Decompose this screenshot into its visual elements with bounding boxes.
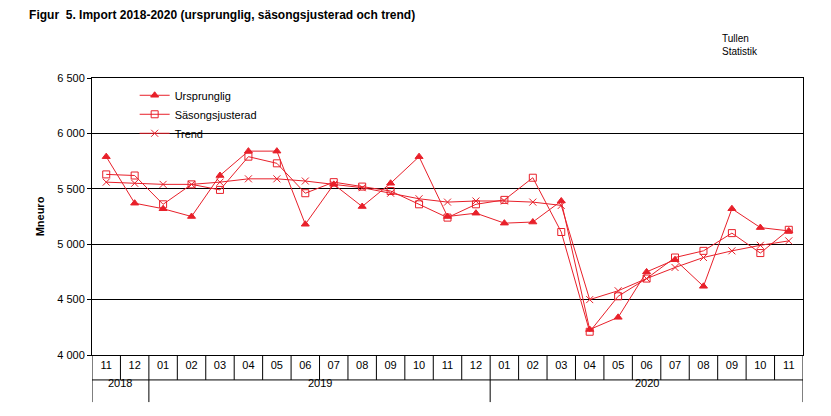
svg-text:05: 05: [271, 359, 283, 371]
svg-text:Figur 5. Import 2018-2020 (ur: Figur 5. Import 2018-2020 (ursprunglig, …: [29, 8, 415, 22]
svg-text:01: 01: [498, 359, 510, 371]
svg-text:08: 08: [697, 359, 709, 371]
svg-text:01: 01: [157, 359, 169, 371]
svg-text:12: 12: [470, 359, 482, 371]
svg-text:03: 03: [214, 359, 226, 371]
svg-text:TullenStatistik: TullenStatistik: [722, 33, 758, 57]
svg-text:04: 04: [584, 359, 596, 371]
svg-text:6 000: 6 000: [57, 127, 85, 139]
svg-text:09: 09: [384, 359, 396, 371]
svg-text:06: 06: [299, 359, 311, 371]
svg-text:5 500: 5 500: [57, 183, 85, 195]
svg-text:02: 02: [185, 359, 197, 371]
svg-text:10: 10: [413, 359, 425, 371]
svg-text:Ursprunglig: Ursprunglig: [175, 90, 231, 102]
svg-text:2018: 2018: [108, 377, 132, 389]
svg-text:4 500: 4 500: [57, 293, 85, 305]
svg-text:11: 11: [101, 359, 112, 371]
svg-text:09: 09: [726, 359, 738, 371]
svg-text:5 000: 5 000: [57, 238, 85, 250]
svg-text:10: 10: [754, 359, 766, 371]
svg-text:12: 12: [129, 359, 141, 371]
svg-text:07: 07: [669, 359, 681, 371]
svg-text:11: 11: [442, 359, 453, 371]
svg-text:Säsongsjusterad: Säsongsjusterad: [175, 109, 257, 121]
svg-text:2020: 2020: [635, 377, 659, 389]
svg-text:08: 08: [356, 359, 368, 371]
svg-text:03: 03: [555, 359, 567, 371]
svg-text:2019: 2019: [308, 377, 332, 389]
svg-text:04: 04: [242, 359, 254, 371]
svg-text:02: 02: [527, 359, 539, 371]
svg-text:06: 06: [640, 359, 652, 371]
svg-text:11: 11: [783, 359, 794, 371]
svg-text:Trend: Trend: [175, 128, 203, 140]
svg-text:4 000: 4 000: [57, 349, 85, 361]
svg-text:07: 07: [328, 359, 340, 371]
svg-text:05: 05: [612, 359, 624, 371]
svg-text:Mneuro: Mneuro: [34, 196, 46, 236]
svg-text:6 500: 6 500: [57, 72, 85, 84]
